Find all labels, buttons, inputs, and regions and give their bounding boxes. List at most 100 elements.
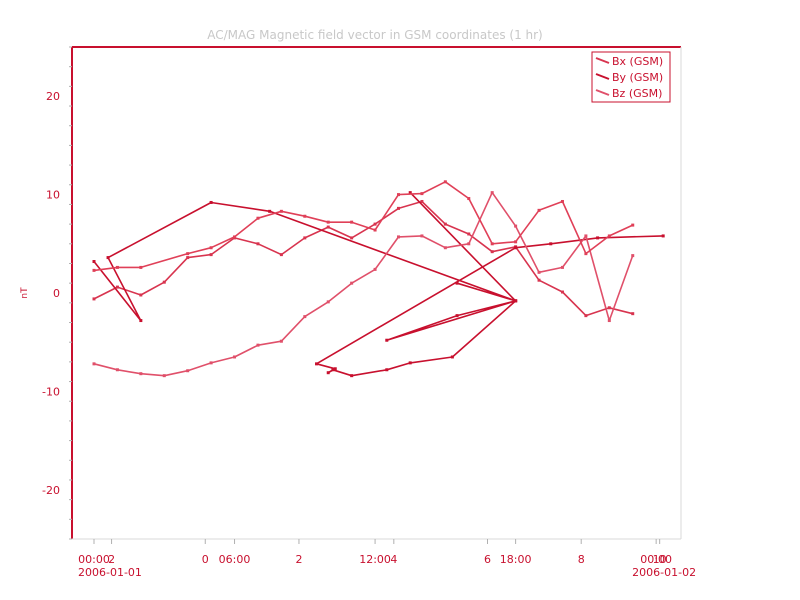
data-point [115, 368, 119, 372]
data-point [584, 234, 588, 238]
legend-swatch [595, 73, 610, 80]
data-point [549, 242, 553, 246]
y-tick-label: -20 [42, 484, 60, 497]
legend-entry: By (GSM) [612, 71, 663, 84]
data-point [303, 236, 307, 240]
data-point [279, 339, 283, 343]
data-point [408, 191, 412, 195]
x-tick-label: 6 [484, 553, 491, 566]
plot-frame [71, 46, 682, 540]
data-point [631, 223, 635, 227]
data-point [443, 180, 447, 184]
data-point [607, 234, 611, 238]
data-point [279, 253, 283, 257]
x-tick-label: 8 [578, 553, 585, 566]
data-point [315, 362, 319, 366]
series-4 [92, 180, 635, 272]
series-line [93, 181, 634, 272]
x-tick-label: 18:00 [500, 553, 532, 566]
data-point [631, 312, 635, 316]
chart-title: AC/MAG Magnetic field vector in GSM coor… [207, 28, 543, 42]
data-point [455, 314, 459, 318]
x-tick-label: 0 [202, 553, 209, 566]
data-point [661, 234, 665, 238]
data-point [560, 199, 564, 203]
data-point [326, 371, 330, 375]
data-point [514, 246, 518, 250]
data-point [92, 362, 96, 366]
data-point [584, 314, 588, 318]
data-point [537, 208, 541, 212]
x-tick-label: 10 [653, 553, 667, 566]
data-point [303, 315, 307, 319]
x-tick-label: 00:00 [78, 553, 110, 566]
data-point [443, 246, 447, 250]
data-point [397, 206, 400, 210]
data-point [303, 214, 307, 218]
data-point [373, 222, 377, 226]
data-point [162, 280, 166, 284]
y-tick-label: 10 [46, 189, 60, 202]
data-point [560, 265, 564, 269]
series-3 [92, 191, 635, 378]
data-point [106, 256, 110, 260]
data-point [350, 236, 354, 240]
data-point [450, 355, 454, 359]
data-point [139, 319, 143, 323]
data-point [333, 367, 337, 371]
data-point [514, 224, 518, 228]
data-point [373, 228, 377, 232]
data-point [186, 369, 190, 373]
series-line [93, 191, 664, 377]
data-point [490, 242, 494, 246]
x-tick-label: 00:00 [640, 553, 672, 566]
data-point [455, 281, 459, 285]
x-tick-label: 12:00 [359, 553, 391, 566]
data-point [537, 278, 541, 282]
data-point [397, 193, 400, 197]
data-point [209, 246, 213, 250]
data-point [326, 225, 330, 229]
data-point [279, 209, 283, 213]
data-point [514, 240, 518, 244]
data-point [420, 199, 424, 203]
data-point [584, 252, 588, 256]
data-point [467, 242, 471, 246]
data-point [233, 355, 237, 359]
data-point [209, 361, 213, 365]
x-date-label: 2006-01-01 [78, 566, 142, 579]
data-point [139, 293, 143, 297]
data-point [209, 200, 213, 204]
data-point [490, 250, 494, 254]
series-group [92, 180, 665, 378]
data-point [256, 343, 260, 347]
data-point [209, 253, 213, 257]
data-point [631, 254, 635, 258]
data-point [408, 361, 412, 365]
data-point [326, 220, 330, 224]
data-point [514, 299, 518, 303]
data-point [596, 236, 600, 240]
data-point [331, 368, 335, 372]
data-point [186, 256, 190, 260]
data-point [350, 281, 354, 285]
data-point [420, 234, 424, 238]
data-point [385, 368, 389, 372]
data-point [467, 232, 471, 236]
data-point [490, 191, 494, 195]
data-point [256, 242, 260, 246]
data-point [326, 300, 330, 304]
y-tick-label: -10 [42, 385, 60, 398]
data-point [92, 297, 96, 301]
series-line [93, 191, 634, 377]
data-point [420, 192, 424, 196]
data-point [560, 290, 564, 294]
x-date-label: 2006-01-02 [632, 566, 696, 579]
data-point [467, 197, 471, 201]
data-point [92, 268, 96, 272]
y-axis-label: nT [20, 287, 30, 299]
data-point [537, 270, 541, 274]
data-point [115, 285, 119, 289]
x-axis: 00:002 0 06:00 2 12:00 4 6 18:00 8 00:00102006-01… [78, 539, 696, 579]
